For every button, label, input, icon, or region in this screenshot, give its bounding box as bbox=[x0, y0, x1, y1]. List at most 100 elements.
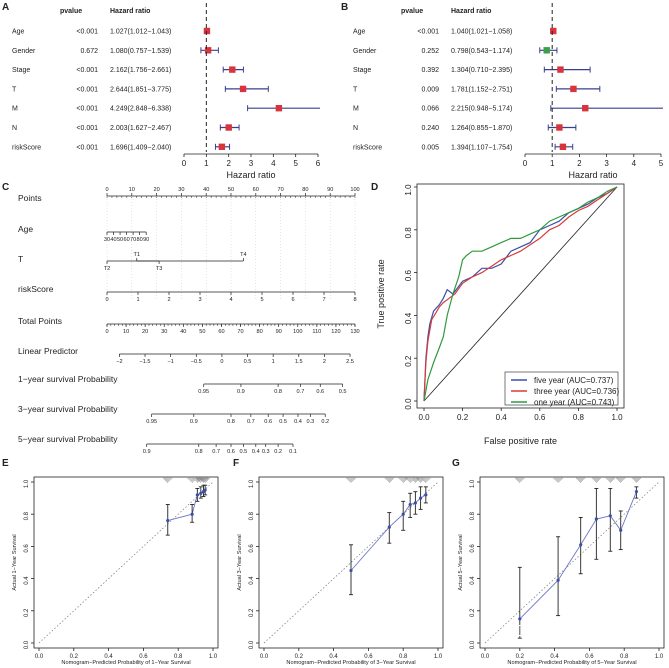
nomogram-tick-label: 0.95 bbox=[146, 419, 157, 425]
forest-estimate-marker bbox=[556, 124, 563, 131]
calibration-y-tick-label: 0.8 bbox=[470, 511, 476, 520]
forest-estimate-marker bbox=[225, 124, 232, 131]
forest-x-tick-label: 4 bbox=[271, 159, 276, 168]
nomogram-tick-label: 0 bbox=[105, 187, 108, 193]
nomogram-tick-label: 0.2 bbox=[321, 419, 329, 425]
nomogram-tick-label: 30 bbox=[104, 237, 110, 243]
nomogram-tick-label: −1 bbox=[167, 359, 173, 365]
calibration-plot-E: 0.0 0.0 0.2 0.2 0.4 0.4 0.6 0.6 0.8 0.8 1.0 1.0 Nomo… bbox=[12, 476, 219, 666]
calibration-x-label: Nomogram−Predicted Probability of 1−Year… bbox=[61, 660, 190, 666]
forest-estimate-marker bbox=[203, 27, 211, 35]
forest-row-hr: 1.781(1.152−2.751) bbox=[451, 86, 512, 93]
forest-row-hr: 1.264(0.855−1.870) bbox=[451, 125, 512, 132]
roc-y-tick-label: 1.0 bbox=[404, 184, 413, 196]
calibration-x-tick-label: 0.6 bbox=[585, 654, 594, 660]
roc-x-tick-label: 1.0 bbox=[611, 413, 623, 422]
roc-x-tick-label: 0.6 bbox=[534, 413, 546, 422]
roc-diagonal bbox=[423, 186, 618, 402]
roc-legend-label: five year (AUC=0.737) bbox=[534, 376, 614, 385]
nomogram-tick-label: 20 bbox=[153, 187, 159, 193]
nomogram-tick-label: 90 bbox=[327, 187, 333, 193]
nomogram-tick-label: T1 bbox=[133, 252, 140, 258]
nomogram-tick-label: T4 bbox=[240, 252, 247, 258]
forest-row-name: T bbox=[12, 86, 17, 93]
nomogram-row-label: Age bbox=[18, 224, 33, 234]
forest-row-hr: 1.304(0.710−2.395) bbox=[451, 67, 512, 74]
nomogram-tick-label: 0.7 bbox=[247, 419, 255, 425]
forest-row-pvalue: 0.392 bbox=[421, 67, 439, 74]
nomogram-tick-label: 0.4 bbox=[252, 449, 260, 455]
nomogram-row-label: T bbox=[18, 254, 23, 264]
forest-estimate-marker bbox=[229, 66, 236, 73]
nomogram-row-label: Linear Predictor bbox=[18, 346, 78, 356]
nomogram-tick-label: 6 bbox=[291, 297, 294, 303]
nomogram-tick-label: 0.8 bbox=[274, 389, 282, 395]
forest-row-pvalue: 0.009 bbox=[421, 86, 439, 93]
forest-row-pvalue: 0.672 bbox=[80, 48, 98, 55]
nomogram-tick-label: 10 bbox=[129, 187, 135, 193]
nomogram-tick-label: 5 bbox=[260, 297, 263, 303]
calibration-point bbox=[518, 617, 522, 621]
roc-x-tick-label: 0.2 bbox=[457, 413, 469, 422]
calibration-point bbox=[413, 501, 417, 505]
roc-y-tick-label: 0.4 bbox=[404, 312, 413, 324]
nomogram-tick-label: 2 bbox=[323, 359, 326, 365]
nomogram-tick-label: 0.5 bbox=[240, 449, 248, 455]
calibration-frame bbox=[479, 476, 665, 649]
forest-row-name: N bbox=[12, 125, 17, 132]
forest-row-name: Age bbox=[12, 29, 25, 36]
roc-y-tick-label: 0.0 bbox=[404, 398, 413, 410]
nomogram-tick-label: 2.5 bbox=[346, 359, 354, 365]
calibration-x-tick-label: 0.0 bbox=[481, 654, 490, 660]
calibration-point bbox=[199, 491, 203, 495]
calibration-x-tick-label: 0.4 bbox=[104, 654, 113, 660]
nomogram-tick-label: 0 bbox=[105, 329, 108, 335]
nomogram-tick-label: 80 bbox=[302, 187, 308, 193]
forest-row-hr: 1.027(1.012−1.043) bbox=[110, 29, 171, 36]
nomogram-tick-label: 100 bbox=[350, 187, 359, 193]
forest-x-tick-label: 6 bbox=[316, 159, 321, 168]
roc-y-label: True positive rate bbox=[376, 259, 386, 328]
calibration-x-tick-label: 0.4 bbox=[550, 654, 559, 660]
forest-row-hr: 1.394(1.107−1.754) bbox=[451, 144, 512, 151]
forest-row-pvalue: <0.001 bbox=[76, 67, 98, 74]
roc-series-line bbox=[423, 186, 618, 402]
forest-x-tick-label: 0 bbox=[523, 159, 528, 168]
forest-col-pvalue: pvalue bbox=[60, 8, 82, 15]
forest-estimate-marker bbox=[559, 143, 567, 150]
forest-row-pvalue: 0.066 bbox=[421, 106, 439, 113]
forest-row-hr: 2.162(1.756−2.661) bbox=[110, 67, 171, 74]
calibration-point bbox=[424, 493, 428, 497]
forest-row-hr: 2.215(0.948−5.174) bbox=[451, 106, 512, 113]
nomogram-tick-label: 0.9 bbox=[190, 419, 198, 425]
panel-letter-E: E bbox=[2, 458, 9, 469]
calibration-x-tick-label: 0.6 bbox=[364, 654, 373, 660]
nomogram-tick-label: 70 bbox=[277, 187, 283, 193]
calibration-y-tick-label: 0.0 bbox=[470, 640, 476, 649]
forest-estimate-marker bbox=[570, 85, 577, 93]
forest-estimate-marker bbox=[275, 105, 283, 112]
forest-col-hr: Hazard ratio bbox=[451, 8, 491, 15]
calibration-x-label: Nomogram−Predicted Probability of 5−Year… bbox=[507, 660, 636, 666]
calibration-y-label: Actual 3−Year Survival bbox=[237, 534, 243, 590]
roc-legend-label: three year (AUC=0.736) bbox=[534, 387, 619, 396]
nomogram-tick-label: 40 bbox=[203, 187, 209, 193]
calibration-diagonal bbox=[38, 481, 214, 644]
forest-x-tick-label: 0 bbox=[182, 159, 187, 168]
nomogram-tick-label: 30 bbox=[161, 329, 167, 335]
calibration-x-tick-label: 1.0 bbox=[209, 654, 218, 660]
calibration-point bbox=[166, 519, 170, 523]
panel-letter-B: B bbox=[341, 2, 348, 13]
nomogram-row-label: riskScore bbox=[18, 284, 54, 294]
nomogram-tick-label: 40 bbox=[180, 329, 186, 335]
nomogram-row-label: Points bbox=[18, 193, 42, 203]
nomogram-tick-label: 0.5 bbox=[244, 359, 252, 365]
forest-row-name: Gender bbox=[353, 48, 377, 55]
nomogram-row-label: 5−year survival Probability bbox=[18, 434, 118, 444]
calibration-point bbox=[195, 493, 199, 497]
calibration-x-tick-label: 1.0 bbox=[434, 654, 443, 660]
roc-x-tick-label: 0.4 bbox=[496, 413, 508, 422]
calibration-y-label: Actual 1−Year Survival bbox=[12, 534, 18, 590]
calibration-point bbox=[594, 517, 598, 521]
